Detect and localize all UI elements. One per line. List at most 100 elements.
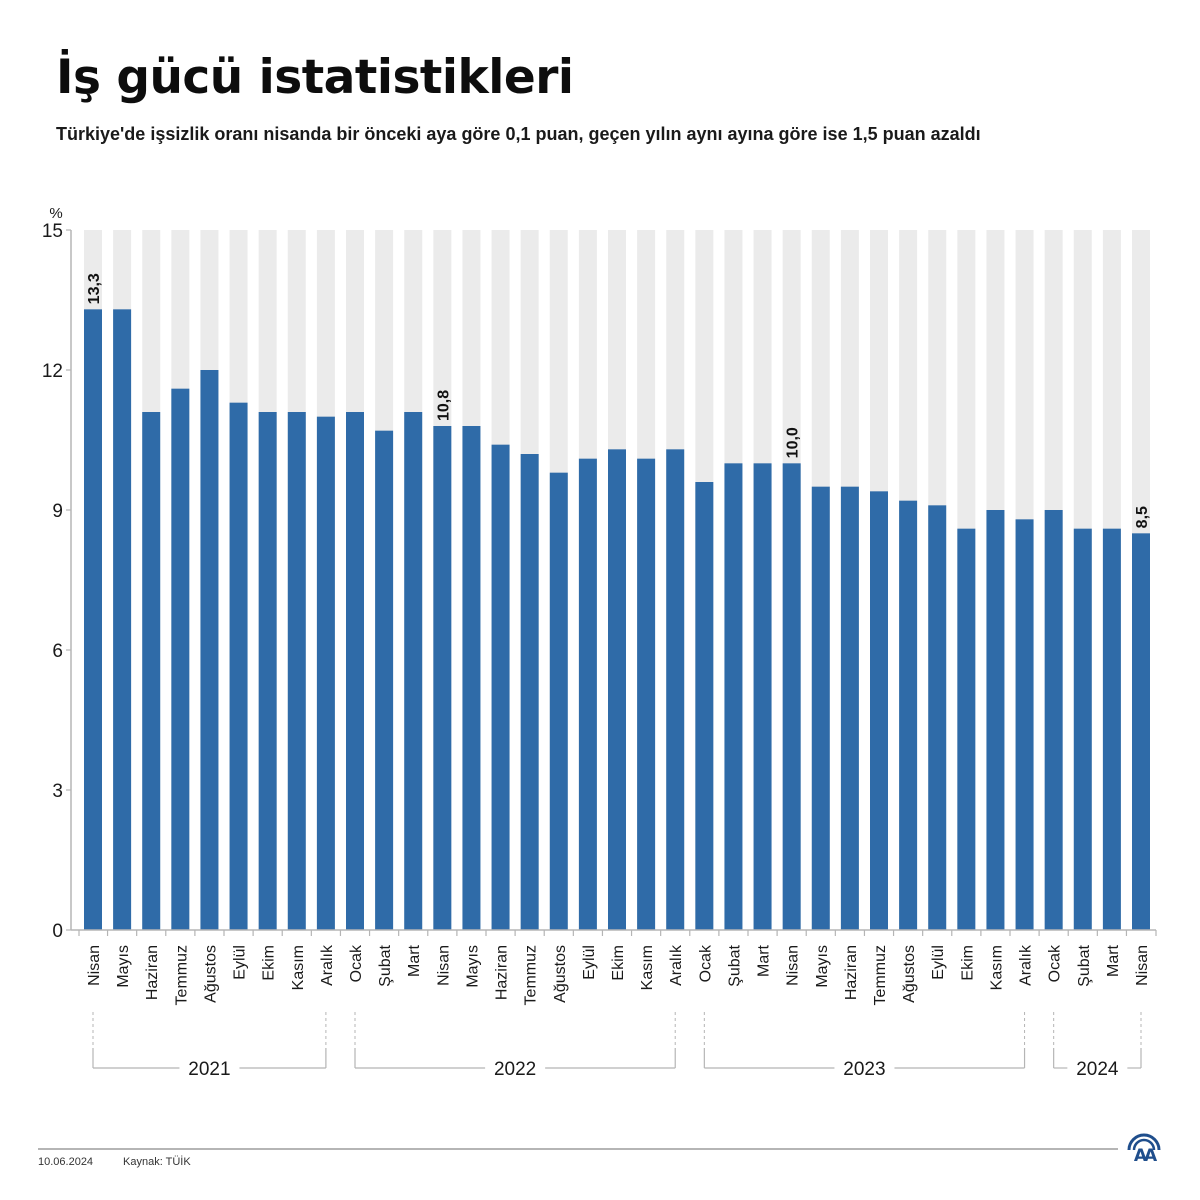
x-tick-label: Aralık xyxy=(319,944,336,986)
x-tick-label: Ekim xyxy=(261,945,278,981)
data-bars xyxy=(84,309,1150,931)
x-tick-label: Kasım xyxy=(639,945,656,990)
bar xyxy=(666,449,685,930)
bar xyxy=(811,486,830,930)
bar xyxy=(520,454,539,930)
y-tick-label: 6 xyxy=(52,641,63,662)
bar xyxy=(84,309,102,930)
x-tick-label: Şubat xyxy=(377,944,394,986)
x-tick-label: Mayıs xyxy=(814,945,831,988)
bar xyxy=(928,505,947,930)
data-labels: 13,3 10,8 10,0 8,5 xyxy=(86,273,1151,528)
x-tick-label: Ağustos xyxy=(552,945,569,1003)
bar xyxy=(1102,528,1121,930)
bar xyxy=(404,412,423,930)
x-tick-label: Kasım xyxy=(290,945,307,990)
axes xyxy=(66,229,1157,936)
bar xyxy=(578,458,597,930)
x-tick-label: Ekim xyxy=(959,945,976,981)
x-tick-label: Mart xyxy=(406,944,423,977)
y-axis-unit: % xyxy=(49,205,62,222)
page-subtitle: Türkiye'de işsizlik oranı nisanda bir ön… xyxy=(56,124,981,144)
y-tick-label: 9 xyxy=(52,501,63,522)
year-label: 2022 xyxy=(494,1059,536,1080)
bar xyxy=(1015,519,1034,930)
x-tick-label: Eylül xyxy=(930,945,947,980)
x-tick-label: Kasım xyxy=(988,945,1005,990)
footer-date: 10.06.2024 xyxy=(38,1156,94,1168)
year-label: 2021 xyxy=(188,1059,230,1080)
y-tick-label: 3 xyxy=(52,781,63,802)
aa-logo-icon: AA xyxy=(1127,1133,1161,1164)
x-tick-label: Aralık xyxy=(668,944,685,986)
x-tick-label: Eylül xyxy=(581,945,598,980)
year-groups: 2021 2022 2023 2024 xyxy=(92,1012,1142,1080)
bar xyxy=(782,463,801,930)
x-tick-label: Ocak xyxy=(348,944,365,982)
bar xyxy=(491,444,510,930)
bar xyxy=(287,412,306,930)
x-tick-label: Mart xyxy=(756,944,773,977)
bar xyxy=(753,463,772,930)
x-tick-label: Şubat xyxy=(1076,944,1093,986)
bar xyxy=(316,416,335,931)
bar xyxy=(840,486,859,930)
x-tick-label: Temmuz xyxy=(872,945,889,1005)
bar xyxy=(346,412,364,930)
data-label: 10,8 xyxy=(435,390,452,421)
y-tick-label: 0 xyxy=(52,921,63,942)
bar xyxy=(1044,510,1063,930)
footer-divider xyxy=(38,1148,1118,1150)
x-tick-label: Nisan xyxy=(435,945,452,986)
x-tick-label: Nisan xyxy=(1134,945,1151,986)
bar xyxy=(1132,533,1150,930)
bar xyxy=(899,500,918,930)
data-label: 13,3 xyxy=(86,273,103,304)
x-tick-label: Mayıs xyxy=(115,945,132,988)
bar xyxy=(171,388,190,931)
x-tick-label: Haziran xyxy=(144,945,161,1000)
bar xyxy=(258,412,277,930)
page-title: İş gücü istatistikleri xyxy=(56,50,574,105)
x-tick-label: Ekim xyxy=(610,945,627,981)
bar xyxy=(113,309,132,930)
y-tick-label: 12 xyxy=(42,361,63,382)
x-tick-label: Ocak xyxy=(1047,944,1064,982)
x-tick-label: Haziran xyxy=(843,945,860,1000)
y-tick-label: 15 xyxy=(42,221,63,242)
x-axis-labels: Nisan Mayıs Haziran Temmuz Ağustos Eylül Ekim K… xyxy=(86,944,1151,1005)
bar xyxy=(549,472,568,930)
y-axis-labels: 0 3 6 9 12 15% xyxy=(42,205,63,942)
bar xyxy=(229,402,248,931)
bar xyxy=(433,426,452,930)
x-tick-label: Ağustos xyxy=(901,945,918,1003)
bar xyxy=(462,426,481,930)
x-tick-label: Temmuz xyxy=(523,945,540,1005)
bar-chart: 0 3 6 9 12 15% Nisan Mayıs Haziran Temmuz Ağustos… xyxy=(42,205,1157,1080)
bar xyxy=(957,528,976,930)
data-label: 10,0 xyxy=(785,427,802,458)
x-tick-label: Şubat xyxy=(726,944,743,986)
bar xyxy=(142,412,161,930)
x-tick-label: Nisan xyxy=(785,945,802,986)
x-tick-label: Eylül xyxy=(232,945,249,980)
x-tick-label: Ocak xyxy=(697,944,714,982)
data-label: 8,5 xyxy=(1134,506,1151,528)
bar xyxy=(870,491,888,930)
footer-source: Kaynak: TÜİK xyxy=(123,1156,191,1168)
bar xyxy=(608,449,626,930)
bar xyxy=(724,463,743,930)
bar xyxy=(695,482,714,930)
bar xyxy=(986,510,1005,930)
x-tick-label: Mart xyxy=(1105,944,1122,977)
x-tick-label: Nisan xyxy=(86,945,103,986)
x-tick-label: Haziran xyxy=(494,945,511,1000)
x-tick-label: Mayıs xyxy=(464,945,481,988)
bar xyxy=(637,458,656,930)
x-tick-label: Aralık xyxy=(1018,944,1035,986)
x-tick-label: Ağustos xyxy=(202,945,219,1003)
year-label: 2023 xyxy=(843,1059,885,1080)
x-tick-label: Temmuz xyxy=(173,945,190,1005)
bar xyxy=(200,370,219,930)
year-label: 2024 xyxy=(1076,1059,1119,1080)
